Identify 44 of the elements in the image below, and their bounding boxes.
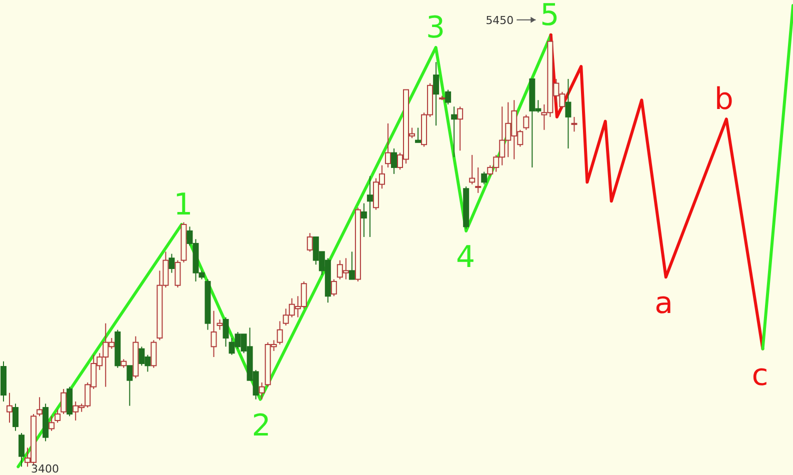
annotation: 3 [426,10,446,46]
candlestick [306,232,313,252]
candlestick [18,432,25,468]
candlestick [348,251,355,280]
candlestick [222,316,229,348]
annotation: 4 [456,240,476,275]
candlestick [126,365,133,406]
candlestick [451,106,458,158]
annotation: c [752,358,768,393]
candlestick [481,171,488,185]
candlestick [48,416,55,432]
annotation: 2 [252,408,271,444]
candlestick [12,403,19,432]
candlestick [475,166,482,194]
annotation: 3400 [31,462,60,475]
candlestick [445,89,452,105]
candlestick [174,260,181,288]
candlestick [330,278,337,297]
candlestick [565,78,572,149]
candlestick [276,320,283,345]
candlestick [216,318,223,330]
candlestick [433,62,440,126]
candlestick [150,340,157,368]
candlestick [6,392,13,424]
candlestick [571,116,578,132]
candlestick [54,409,61,424]
annotation: 1 [174,187,193,222]
annotation: a [654,286,674,322]
candlestick [360,202,367,238]
annotation: b [714,82,734,118]
candlestick [469,154,476,185]
candlestick [384,122,391,168]
candlestick [523,114,530,130]
candlestick [60,388,67,415]
candlestick [210,310,217,358]
candlestick [258,382,265,400]
candlestick [36,396,43,417]
candlestick [390,148,397,174]
annotation: 5 [540,0,560,33]
candlestick [415,127,422,143]
text: 5450 [486,14,514,27]
candlestick [168,253,175,274]
candlestick [366,176,373,238]
candlestick [457,106,464,152]
